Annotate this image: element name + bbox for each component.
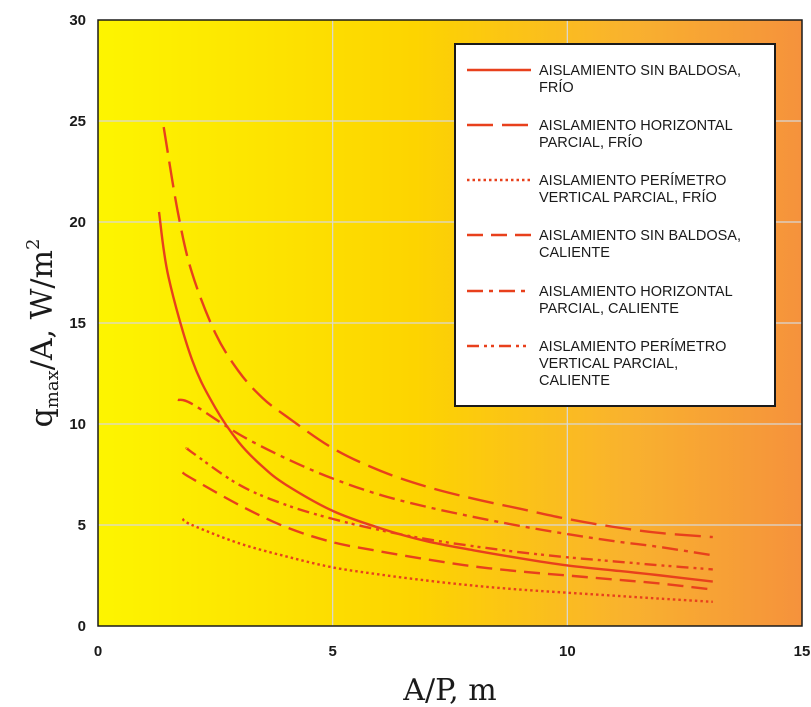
series-line-6	[185, 447, 713, 571]
legend-label-6: AISLAMIENTO PERÍMETRO VERTICAL PARCIAL, CA…	[539, 338, 726, 389]
plot-frame	[97, 19, 803, 627]
x-tick-label: 0	[94, 643, 102, 660]
y-tick-label: 30	[69, 12, 86, 29]
legend-label-3: AISLAMIENTO PERÍMETRO VERTICAL PARCIAL, F…	[539, 172, 726, 206]
legend-label-4: AISLAMIENTO SIN BALDOSA, CALIENTE	[539, 228, 741, 261]
x-tick-label: 15	[794, 643, 811, 660]
legend: AISLAMIENTO SIN BALDOSA, FRÍO AISLAMIENTO …	[454, 43, 776, 407]
y-tick-label: 20	[69, 214, 86, 231]
x-tick-label: 5	[328, 643, 336, 660]
legend-label-2: AISLAMIENTO HORIZONTAL PARCIAL, FRÍO	[539, 118, 733, 151]
legend-label-5: AISLAMIENTO HORIZONTAL PARCIAL, CALIENTE	[539, 284, 733, 317]
y-axis-label: qmax/A, W/m2	[23, 239, 63, 428]
x-axis-label: A/P, m	[402, 673, 496, 707]
legend-label-1: AISLAMIENTO SIN BALDOSA, FRÍO	[539, 63, 741, 96]
y-tick-label: 15	[69, 315, 86, 332]
series-line-5	[177, 398, 713, 557]
y-tick-label: 0	[78, 618, 86, 635]
series-line-3	[181, 517, 713, 603]
tick-labels: 0 5 10 15 0 5 10 15 20 25 30	[69, 12, 810, 660]
series-line-2	[162, 126, 713, 539]
y-tick-label: 5	[78, 517, 86, 534]
y-tick-label: 25	[69, 113, 86, 130]
series-layer	[157, 126, 713, 603]
series-line-1	[157, 211, 713, 583]
x-tick-label: 10	[559, 643, 576, 660]
y-tick-label: 10	[69, 416, 86, 433]
